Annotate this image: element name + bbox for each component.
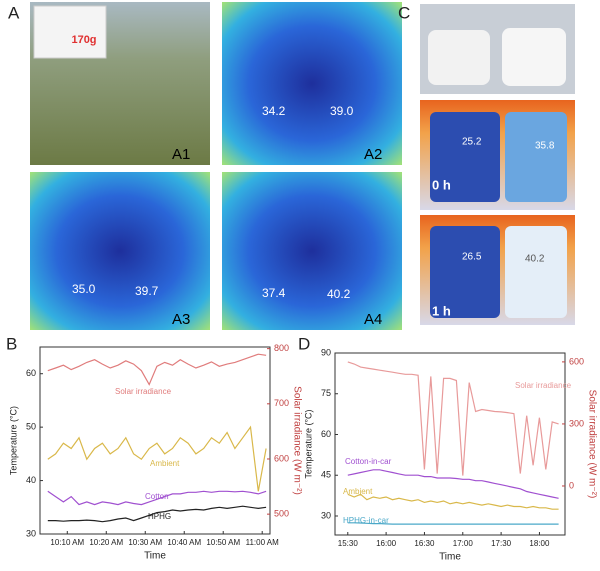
y2-tick-label: 0 [569,480,574,490]
series-label: HPHG-in-car [343,516,389,525]
temp-reading: 35.8 [535,141,555,152]
image-label: 0 h [432,177,451,192]
x-tick-label: 16:30 [414,539,435,548]
inset-photo [33,5,107,59]
temp-reading: 25.2 [462,137,482,148]
thermal-a4 [222,172,402,330]
image-label: A1 [172,146,190,163]
image-label: 1 h [432,303,451,318]
image-label: A4 [364,311,382,328]
block-photo [502,28,566,86]
panel-label: C [398,3,410,22]
thermal-a2 [222,2,402,165]
series-line [47,505,267,523]
plot-frame [39,346,271,535]
panel-label: A [8,3,20,22]
temp-reading: 40.2 [327,287,351,301]
x-tick-label: 17:00 [453,539,474,548]
y-tick-label: 75 [321,388,331,398]
temp-reading: 34.2 [262,104,286,118]
series-line [347,361,559,476]
x-tick-label: 10:10 AM [50,538,84,547]
plot-frame [334,352,566,536]
y2-tick-label: 600 [569,356,584,366]
block-thermal [430,112,500,202]
x-tick-label: 11:00 AM [246,538,280,547]
weight-label: 170g [71,34,96,46]
block-thermal [505,226,567,318]
x-tick-label: 10:50 AM [206,538,240,547]
y-tick-label: 90 [321,347,331,357]
thermal-a3 [30,172,210,330]
image-label: A3 [172,311,190,328]
y-tick-label: 60 [321,429,331,439]
y-tick-label: 30 [26,528,36,538]
y-axis-label: Temperature (°C) [8,406,18,475]
temp-reading: 37.4 [262,286,286,300]
series-line [47,353,267,386]
series-label: Cotton [145,492,169,501]
y-axis-label: Temperature (°C) [303,409,313,478]
x-tick-label: 10:20 AM [89,538,123,547]
x-axis-label: Time [439,552,461,563]
x-tick-label: 18:00 [529,539,550,548]
series-line [47,490,267,506]
x-tick-label: 10:40 AM [167,538,201,547]
panel-label: D [298,334,310,353]
y2-axis-label: Solar irradiance (W m⁻²) [291,386,302,495]
temp-reading: 39.0 [330,104,354,118]
y-tick-label: 40 [26,475,36,485]
series-line [347,522,559,525]
x-tick-label: 17:30 [491,539,512,548]
y2-tick-label: 800 [274,343,289,353]
series-line [347,469,559,499]
block-thermal [505,112,567,202]
series-line [47,425,267,492]
temp-reading: 35.0 [72,282,96,296]
y2-tick-label: 500 [274,509,289,519]
panel-label: B [6,334,17,353]
x-axis-label: Time [144,551,166,562]
series-label: Ambient [150,459,180,468]
temp-reading: 40.2 [525,254,545,265]
y-tick-label: 30 [321,510,331,520]
y-tick-label: 50 [26,422,36,432]
series-label: Solar irradiance [515,381,572,390]
image-label: A2 [364,146,382,163]
y2-tick-label: 700 [274,398,289,408]
y2-tick-label: 600 [274,453,289,463]
x-tick-label: 16:00 [376,539,397,548]
temp-reading: 26.5 [462,252,482,263]
series-line [347,493,559,510]
x-tick-label: 10:30 AM [128,538,162,547]
series-label: Solar irradiance [115,387,172,396]
block-photo [428,30,490,85]
x-tick-label: 15:30 [338,539,359,548]
series-label: Cotton-in-car [345,457,392,466]
block-thermal [430,226,500,318]
temp-reading: 39.7 [135,284,159,298]
y-tick-label: 60 [26,368,36,378]
y-tick-label: 45 [321,470,331,480]
y2-axis-label: Solar irradiance (W m⁻²) [586,390,597,499]
series-label: HPHG [148,512,171,521]
series-label: Ambient [343,487,373,496]
y2-tick-label: 300 [569,418,584,428]
